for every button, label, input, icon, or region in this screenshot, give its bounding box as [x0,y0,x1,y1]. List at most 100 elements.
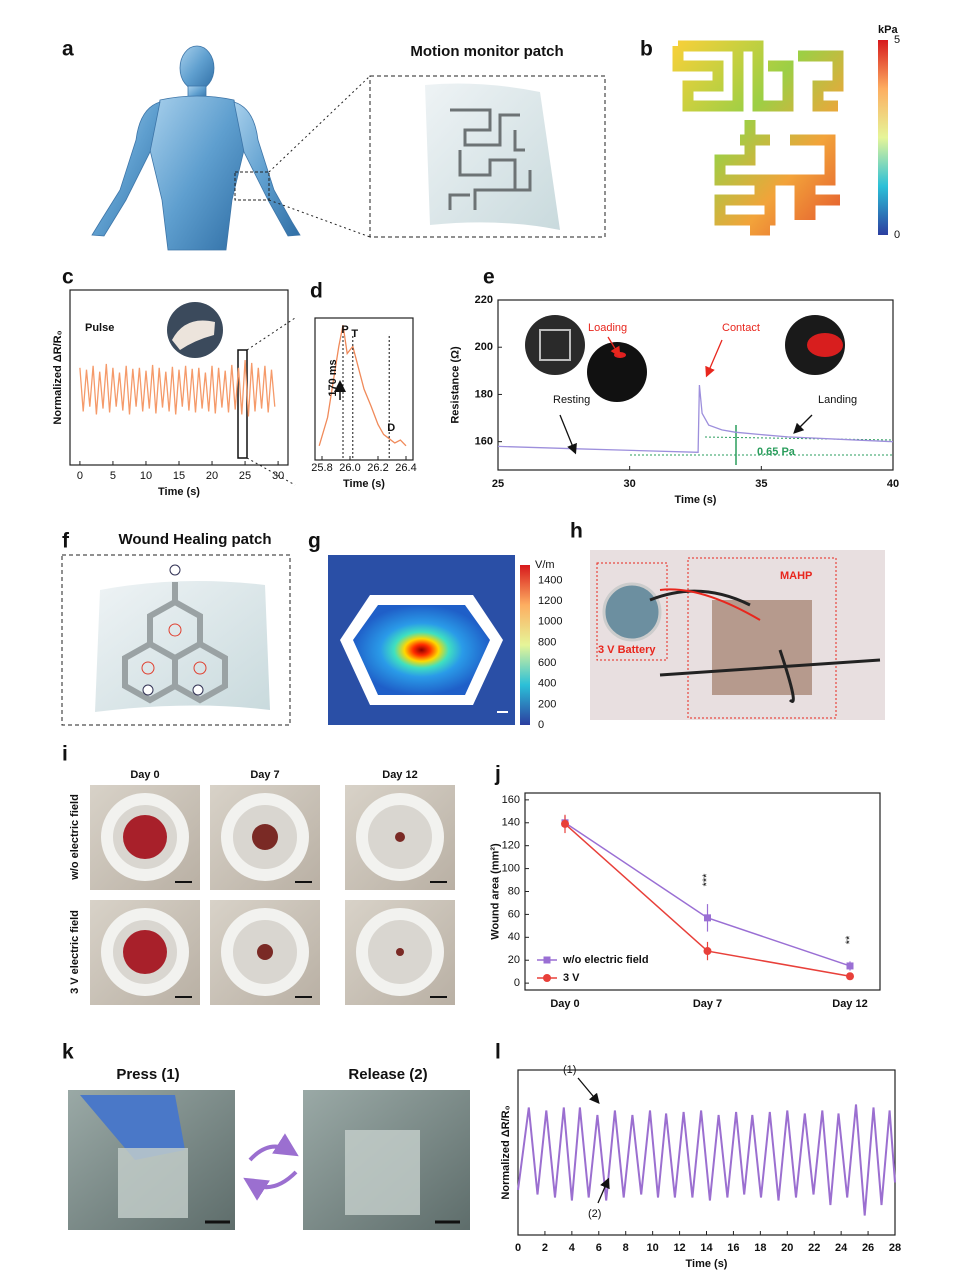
shape [233,101,301,237]
annotation: ** [844,935,856,944]
panel-label: e [483,266,495,289]
zoom-box [234,171,270,201]
x-tick-label: 20 [781,1242,793,1254]
annotation: (1) [563,1064,576,1076]
battery [602,582,662,642]
y-tick-label: 140 [502,817,520,829]
zoom-box [237,349,248,459]
y-axis-label: Normalized ΔR/R₀ [500,1105,512,1199]
point [703,947,712,956]
electrode-neg [193,661,207,675]
colorbar-tick-label: 400 [538,678,556,690]
x-tick-label: Day 7 [693,998,722,1010]
colorbar [878,40,888,235]
cycle-arrow [248,1133,299,1162]
inset-object [614,352,626,358]
highlight-box [687,557,837,719]
panel-label: b [640,38,653,61]
colorbar-tick-label: 5 [894,34,900,46]
point [704,914,711,922]
data-line [517,1104,896,1216]
x-tick-label: 22 [808,1242,820,1254]
marker-label: P [341,324,348,336]
panel-label: f [62,530,70,553]
x-tick-label: 20 [206,470,218,482]
x-tick-label: 5 [110,470,116,482]
x-tick-label: 28 [889,1242,901,1254]
electrode-pos [169,564,181,576]
wires [649,589,881,703]
patch-sheet [425,83,560,230]
shape [173,641,228,704]
patch-box [61,554,291,726]
inset-hand [172,320,215,350]
shape [149,95,245,251]
y-tick-label: 160 [475,436,493,448]
x-axis-label: Time (s) [343,478,385,490]
colorbar [520,565,530,725]
row-label: 3 V electric field [69,910,81,994]
colorbar-tick-label: 1000 [538,616,562,628]
annotation: 170 ms [327,359,339,396]
x-tick-label: 25 [239,470,251,482]
panel-label: c [62,266,74,289]
x-tick-label: 26.2 [367,462,388,474]
x-tick-label: 10 [647,1242,659,1254]
y-tick-label: 100 [502,862,520,874]
panel-label: l [495,1041,501,1064]
row-label: w/o electric field [69,794,81,881]
photo-label: 3 V Battery [598,644,656,656]
annotation: Loading [588,322,627,334]
annotation-arrow [559,414,577,455]
legend-label: w/o electric field [562,954,649,966]
field-hex [353,605,490,695]
data-line [318,324,407,447]
colorbar-tick-label: 800 [538,636,556,648]
marker-label: D [387,422,395,434]
electrode-pos [142,684,154,696]
column-label: Day 7 [250,769,279,781]
x-tick-label: 26 [862,1242,874,1254]
x-tick-label: 25 [492,478,504,490]
annotation-arrow [705,339,723,378]
x-tick-label: Day 12 [832,998,867,1010]
x-tick-label: 0 [77,470,83,482]
hex-electrode [122,582,228,704]
gel-block [118,1148,188,1218]
x-tick-label: 16 [727,1242,739,1254]
plot-frame [314,317,414,461]
y-tick-label: 200 [475,341,493,353]
colorbar-tick-label: 1200 [538,595,562,607]
marker-label: T [351,328,358,340]
x-tick-label: 18 [754,1242,766,1254]
x-tick-label: Day 0 [550,998,579,1010]
guide-line [704,436,894,441]
legend-marker [543,956,551,964]
x-tick-label: 24 [835,1242,848,1254]
colorbar-tick-label: 0 [894,229,900,241]
annotation: Contact [722,322,760,334]
x-tick-label: 6 [596,1242,602,1254]
human-figure [91,45,301,251]
x-tick-label: 12 [673,1242,685,1254]
photo-title: Press (1) [116,1066,179,1083]
x-tick-label: 14 [700,1242,713,1254]
annotation-arrow [793,414,813,434]
y-tick-label: 220 [475,294,493,306]
shape [122,641,178,704]
annotation: *** [701,873,713,887]
y-axis-label: Resistance (Ω) [450,346,462,424]
annotation-arrow [607,336,621,358]
electrode-neg [141,661,155,675]
pressure-maze [672,40,844,236]
y-axis-label: Wound area (mm²) [490,843,502,940]
annotation: Resting [553,394,590,406]
cycle-arrow [243,1170,298,1201]
annotation: Landing [818,394,857,406]
x-tick-label: 40 [887,478,899,490]
panel-label: j [494,763,501,786]
x-tick-label: 26.0 [339,462,360,474]
x-tick-label: 25.8 [311,462,332,474]
y-tick-label: 160 [502,794,520,806]
